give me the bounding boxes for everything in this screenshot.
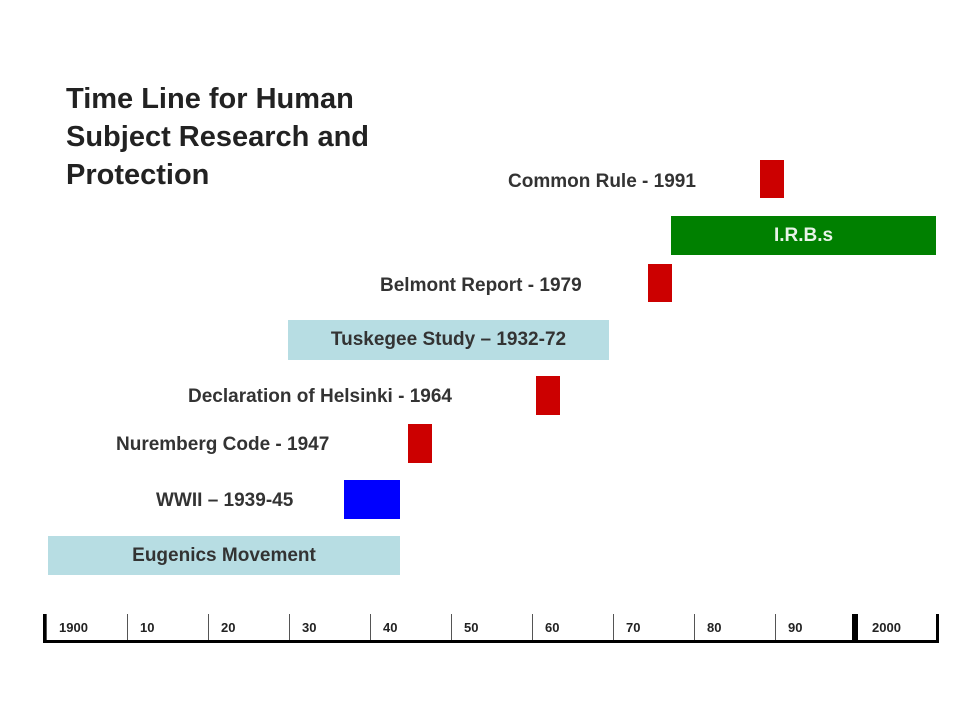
axis-right-edge <box>936 614 939 643</box>
axis-tick: 90 <box>775 614 856 640</box>
irbs-label: I.R.B.s <box>773 224 834 246</box>
tuskegee-study-bar: Tuskegee Study – 1932-72 <box>288 320 609 360</box>
axis-tick: 20 <box>208 614 289 640</box>
nuremberg-code-label: Nuremberg Code - 1947 <box>116 434 330 455</box>
belmont-report-label: Belmont Report - 1979 <box>380 275 582 296</box>
eugenics-movement-label: Eugenics Movement <box>132 544 316 566</box>
axis-tick: 30 <box>289 614 370 640</box>
axis-left-edge <box>43 614 46 643</box>
wwii-bar <box>344 480 400 519</box>
common-rule-label: Common Rule - 1991 <box>508 171 696 192</box>
declaration-of-helsinki-marker <box>536 376 560 415</box>
tuskegee-study-label: Tuskegee Study – 1932-72 <box>330 329 567 350</box>
axis-tick: 2000 <box>872 620 901 635</box>
axis-tick: 60 <box>532 614 613 640</box>
axis-tick: 80 <box>694 614 775 640</box>
axis-tick: 70 <box>613 614 694 640</box>
irbs-bar: I.R.B.s <box>671 216 936 255</box>
page-title: Time Line for Human Subject Research and… <box>66 83 369 191</box>
axis-tick: 50 <box>451 614 532 640</box>
axis-tick: 1900 <box>46 614 127 640</box>
declaration-of-helsinki-label: Declaration of Helsinki - 1964 <box>188 386 452 407</box>
belmont-report-marker <box>648 264 672 302</box>
nuremberg-code-marker <box>408 424 432 463</box>
timeline-axis: 1900 10 20 30 40 50 60 70 80 90 2000 <box>43 614 939 643</box>
axis-2000-marker <box>852 614 858 643</box>
eugenics-movement-bar: Eugenics Movement <box>48 536 400 575</box>
common-rule-marker <box>760 160 784 198</box>
wwii-label: WWII – 1939-45 <box>156 490 294 511</box>
axis-tick: 10 <box>127 614 208 640</box>
axis-tick: 40 <box>370 614 451 640</box>
